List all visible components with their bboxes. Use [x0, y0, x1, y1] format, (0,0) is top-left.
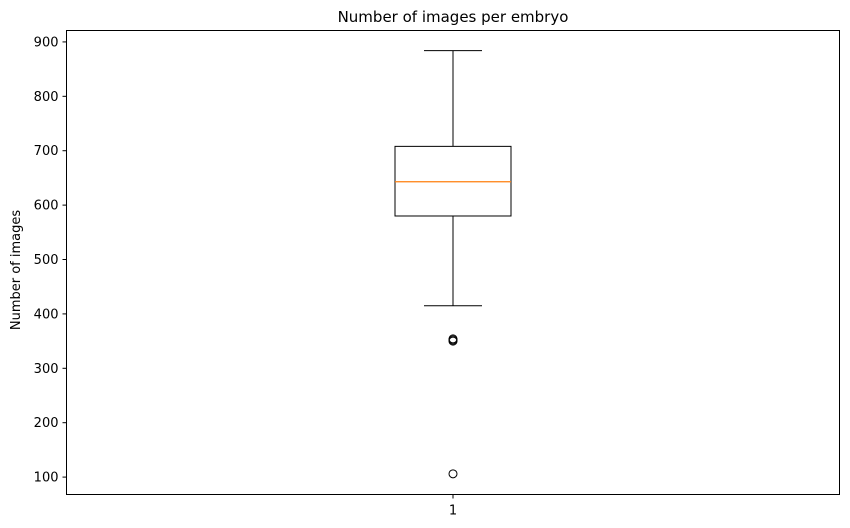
y-tick-label: 700 [34, 144, 59, 159]
plot-frame [66, 30, 840, 495]
y-tick-label: 400 [34, 307, 59, 322]
outlier-point [448, 334, 458, 344]
y-tick-label: 200 [34, 416, 59, 431]
y-tick-label: 100 [34, 471, 59, 486]
y-tick-label: 300 [34, 362, 59, 377]
outlier-point [448, 469, 458, 479]
y-axis-ticks: 100 200 300 400 500 600 700 800 900 [34, 35, 67, 486]
x-tick-label: 1 [449, 504, 457, 519]
y-tick-label: 800 [34, 90, 59, 105]
y-tick-label: 900 [34, 35, 59, 50]
y-tick-label: 600 [34, 199, 59, 214]
x-axis-ticks: 1 [449, 494, 457, 519]
y-tick-label: 500 [34, 253, 59, 268]
plot-elements [394, 50, 512, 479]
chart-title: Number of images per embryo [338, 8, 569, 26]
y-axis-label: Number of images [9, 210, 24, 331]
